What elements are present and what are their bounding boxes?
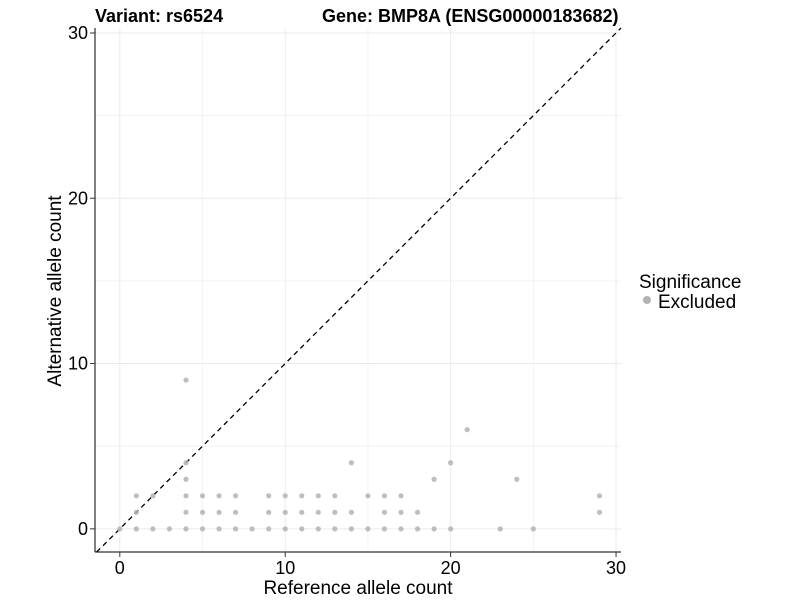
- data-point: [216, 509, 222, 515]
- data-point: [464, 427, 470, 433]
- data-point: [348, 460, 354, 466]
- data-point: [381, 526, 388, 532]
- data-point: [448, 526, 454, 532]
- data-point: [332, 526, 338, 532]
- legend: Significance Excluded: [639, 272, 741, 313]
- data-point: [282, 509, 288, 515]
- data-point: [332, 493, 338, 499]
- data-point: [133, 526, 139, 532]
- data-point: [299, 493, 305, 499]
- data-point: [166, 526, 173, 532]
- data-point: [183, 526, 189, 532]
- data-point: [365, 526, 371, 532]
- data-point: [497, 526, 503, 532]
- data-point: [266, 493, 272, 499]
- legend-entry-excluded: Excluded: [658, 292, 736, 313]
- data-point: [299, 509, 305, 515]
- data-point: [414, 509, 421, 515]
- y-tick-label: 30: [68, 23, 88, 43]
- y-tick-label: 20: [68, 188, 88, 208]
- data-point: [232, 493, 239, 499]
- data-point: [216, 526, 222, 532]
- data-point: [183, 509, 189, 515]
- data-point: [282, 493, 288, 499]
- data-point: [133, 493, 139, 499]
- data-point: [448, 460, 454, 466]
- data-point: [282, 526, 288, 532]
- data-point: [133, 509, 139, 515]
- legend-title: Significance: [639, 272, 741, 293]
- data-point: [249, 526, 255, 532]
- chart-title-variant: Variant: rs6524: [95, 6, 223, 26]
- x-tick-label: 0: [115, 558, 125, 578]
- tick-labels: 0 10 20 30 0 10 20 30: [68, 23, 626, 578]
- axes: [90, 28, 621, 557]
- data-point: [596, 509, 603, 515]
- legend-marker-excluded: [643, 296, 651, 304]
- x-tick-label: 20: [441, 558, 461, 578]
- data-point: [150, 526, 156, 532]
- data-point: [398, 526, 404, 532]
- data-point: [596, 493, 603, 499]
- data-point: [232, 509, 239, 515]
- y-axis-label: Alternative allele count: [45, 195, 66, 387]
- data-point: [381, 493, 388, 499]
- data-point: [365, 493, 371, 499]
- data-point: [266, 509, 272, 515]
- data-point: [183, 476, 189, 482]
- data-points: [117, 377, 603, 532]
- data-point: [431, 526, 437, 532]
- data-point: [530, 526, 536, 532]
- x-tick-label: 10: [275, 558, 295, 578]
- x-axis-label: Reference allele count: [263, 578, 453, 599]
- data-point: [514, 476, 520, 482]
- data-point: [199, 526, 206, 532]
- data-point: [150, 493, 156, 499]
- data-point: [332, 509, 338, 515]
- data-point: [117, 526, 123, 532]
- data-point: [183, 377, 189, 383]
- data-point: [232, 526, 239, 532]
- data-point: [183, 493, 189, 499]
- identity-reference-line: [96, 27, 622, 553]
- data-point: [414, 526, 421, 532]
- data-point: [199, 493, 206, 499]
- data-point: [381, 509, 388, 515]
- data-point: [299, 526, 305, 532]
- data-point: [266, 526, 272, 532]
- y-tick-label: 10: [68, 354, 88, 374]
- data-point: [315, 526, 321, 532]
- data-point: [216, 493, 222, 499]
- data-point: [315, 493, 321, 499]
- data-point: [348, 526, 354, 532]
- data-point: [398, 493, 404, 499]
- data-point: [348, 509, 354, 515]
- data-point: [431, 476, 437, 482]
- data-point: [183, 460, 189, 466]
- y-tick-label: 0: [78, 519, 88, 539]
- x-tick-label: 30: [606, 558, 626, 578]
- data-point: [199, 509, 206, 515]
- data-point: [398, 509, 404, 515]
- data-point: [315, 509, 321, 515]
- chart-title-gene: Gene: BMP8A (ENSG00000183682): [322, 6, 618, 26]
- grid-lines: [95, 28, 621, 552]
